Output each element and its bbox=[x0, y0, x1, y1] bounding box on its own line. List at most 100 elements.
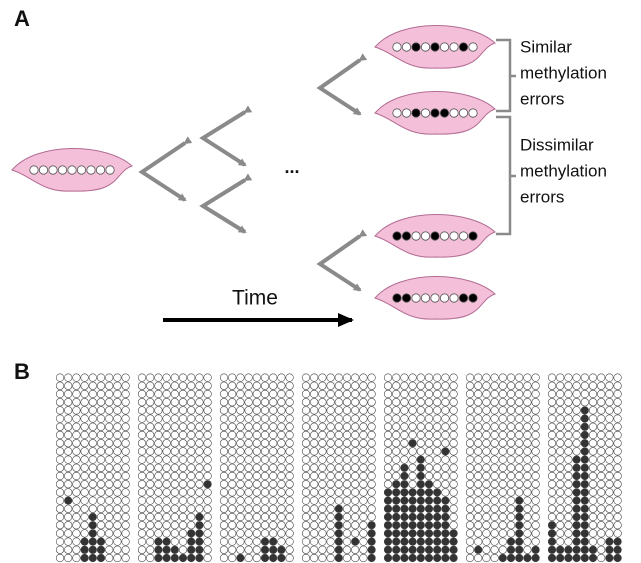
cpg-site bbox=[187, 374, 195, 382]
cpg-site bbox=[89, 439, 97, 447]
cpg-site bbox=[261, 554, 269, 562]
cpg-site bbox=[409, 439, 417, 447]
cpg-site bbox=[433, 489, 441, 497]
cpg-site bbox=[421, 232, 429, 240]
cpg-site bbox=[302, 530, 310, 538]
cpg-site bbox=[122, 423, 130, 431]
cpg-site bbox=[565, 521, 573, 529]
cpg-site bbox=[499, 456, 507, 464]
cpg-site bbox=[179, 538, 187, 546]
cpg-site bbox=[450, 538, 458, 546]
cpg-site bbox=[368, 415, 376, 423]
cpg-site bbox=[187, 530, 195, 538]
cpg-site bbox=[466, 521, 474, 529]
cpg-site bbox=[146, 382, 154, 390]
cpg-site bbox=[89, 546, 97, 554]
cpg-site bbox=[433, 505, 441, 513]
cpg-site bbox=[64, 521, 72, 529]
cpg-site bbox=[573, 415, 581, 423]
cpg-site bbox=[114, 382, 122, 390]
cpg-site bbox=[327, 439, 335, 447]
cpg-site bbox=[425, 448, 433, 456]
cpg-site bbox=[105, 530, 113, 538]
cpg-site bbox=[64, 505, 72, 513]
cpg-site bbox=[228, 505, 236, 513]
cpg-site bbox=[384, 505, 392, 513]
cpg-site bbox=[581, 423, 589, 431]
cpg-site bbox=[105, 431, 113, 439]
cpg-site bbox=[73, 382, 81, 390]
cpg-site bbox=[384, 448, 392, 456]
cpg-site bbox=[327, 513, 335, 521]
cpg-site bbox=[474, 530, 482, 538]
cpg-site bbox=[343, 456, 351, 464]
cpg-site bbox=[401, 390, 409, 398]
cpg-site bbox=[351, 415, 359, 423]
cpg-site bbox=[196, 431, 204, 439]
cpg-site bbox=[491, 521, 499, 529]
cpg-site bbox=[532, 464, 540, 472]
cpg-site bbox=[138, 480, 146, 488]
cpg-site bbox=[269, 513, 277, 521]
cpg-site bbox=[269, 505, 277, 513]
cpg-site bbox=[483, 505, 491, 513]
cpg-site bbox=[491, 546, 499, 554]
cpg-site bbox=[89, 497, 97, 505]
cpg-site bbox=[412, 294, 420, 302]
cpg-site bbox=[417, 431, 425, 439]
cpg-site bbox=[573, 439, 581, 447]
cpg-site bbox=[171, 448, 179, 456]
cpg-site bbox=[64, 513, 72, 521]
cpg-site bbox=[56, 480, 64, 488]
cpg-site bbox=[581, 489, 589, 497]
cpg-site bbox=[179, 407, 187, 415]
cpg-site bbox=[220, 554, 228, 562]
cpg-site bbox=[302, 513, 310, 521]
cpg-site bbox=[597, 530, 605, 538]
cpg-site bbox=[384, 472, 392, 480]
cpg-site bbox=[597, 464, 605, 472]
cpg-site bbox=[171, 423, 179, 431]
cpg-site bbox=[556, 472, 564, 480]
cpg-site bbox=[237, 554, 245, 562]
cpg-site bbox=[73, 530, 81, 538]
cpg-site bbox=[146, 472, 154, 480]
cpg-site bbox=[614, 415, 622, 423]
cpg-site bbox=[64, 546, 72, 554]
cpg-site bbox=[589, 456, 597, 464]
cpg-site bbox=[138, 423, 146, 431]
cpg-site bbox=[351, 521, 359, 529]
cpg-site bbox=[401, 521, 409, 529]
cpg-site bbox=[597, 374, 605, 382]
cpg-site bbox=[351, 472, 359, 480]
cpg-site bbox=[597, 546, 605, 554]
cpg-site bbox=[335, 538, 343, 546]
cpg-site bbox=[351, 407, 359, 415]
cpg-site bbox=[368, 423, 376, 431]
cpg-site bbox=[81, 480, 89, 488]
cpg-site bbox=[360, 398, 368, 406]
cpg-site bbox=[606, 456, 614, 464]
cpg-site bbox=[155, 538, 163, 546]
cpg-site bbox=[614, 546, 622, 554]
cpg-site bbox=[401, 398, 409, 406]
cpg-site bbox=[417, 390, 425, 398]
cpg-site bbox=[269, 497, 277, 505]
cpg-site bbox=[163, 480, 171, 488]
cpg-site bbox=[491, 505, 499, 513]
cpg-site bbox=[425, 489, 433, 497]
cpg-site bbox=[64, 448, 72, 456]
cpg-site bbox=[335, 398, 343, 406]
cpg-site bbox=[327, 505, 335, 513]
cpg-site bbox=[384, 464, 392, 472]
cpg-site bbox=[319, 415, 327, 423]
cpg-site bbox=[302, 521, 310, 529]
cpg-site bbox=[105, 546, 113, 554]
cpg-site bbox=[245, 431, 253, 439]
cpg-site bbox=[261, 431, 269, 439]
cpg-site bbox=[204, 521, 212, 529]
cpg-site bbox=[360, 456, 368, 464]
cpg-site bbox=[474, 505, 482, 513]
cpg-site bbox=[261, 407, 269, 415]
cpg-site bbox=[565, 448, 573, 456]
